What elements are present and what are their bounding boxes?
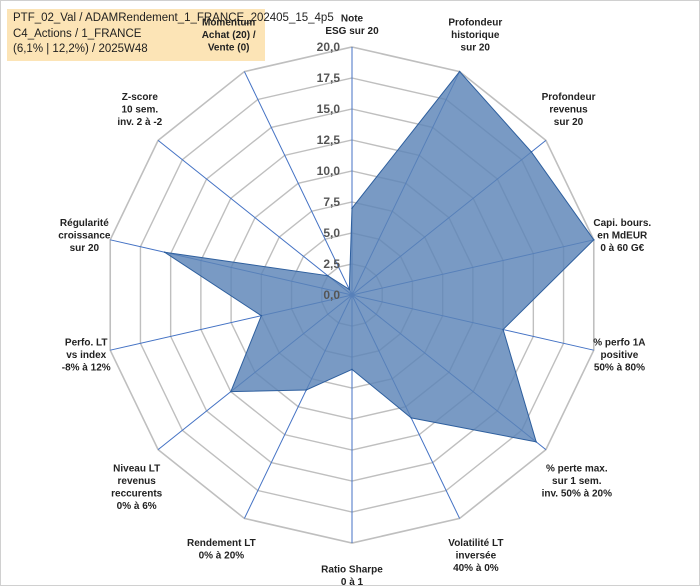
axis-label-line: reccurents: [111, 488, 163, 499]
axis-label-line: 0% à 20%: [199, 550, 245, 561]
tick-label: 0,0: [323, 288, 340, 302]
title-line-1: PTF_02_Val / ADAMRendement_1_FRANCE_2024…: [13, 12, 334, 24]
axis-label-line: Z-score: [122, 92, 159, 103]
axis-label-line: croissance: [58, 230, 111, 241]
data-point: [502, 328, 504, 331]
axis-label: Z-score 10 sem. inv. 2 à -2: [117, 92, 162, 128]
axis-label-line: revenus: [118, 476, 157, 487]
data-point: [458, 70, 461, 73]
axis-label: Niveau LT revenus reccurents 0% à 6%: [111, 463, 163, 512]
data-point: [351, 207, 353, 209]
axis-label: Profondeur historique sur 20: [448, 17, 502, 53]
axis-label-line: 40% à 0%: [453, 563, 499, 574]
tick-label: 5,0: [323, 226, 340, 240]
axis-label-line: Niveau LT: [113, 463, 160, 474]
axis-label-line: Ratio Sharpe: [321, 564, 383, 575]
axis-label-line: Perfo. LT: [65, 337, 108, 348]
axis-label-line: Profondeur: [542, 92, 596, 103]
axis-label: Perfo. LT vs index -8% à 12%: [62, 337, 111, 373]
data-point: [348, 288, 351, 291]
axis-label-line: % perfo 1A: [593, 337, 645, 348]
data-point: [163, 251, 166, 254]
axis-label-line: Momentum: [202, 17, 255, 28]
axis-label-line: Note: [341, 13, 364, 24]
axis-label-line: 0 à 1: [341, 577, 364, 586]
axis-label-line: inversée: [456, 550, 497, 561]
axis-label-line: Vente (0): [208, 42, 250, 53]
axis-label-line: ESG sur 20: [325, 26, 379, 37]
data-point: [326, 274, 329, 277]
axis-label-line: revenus: [549, 104, 588, 115]
data-point: [530, 151, 533, 153]
axis-label-line: sur 20: [461, 42, 491, 53]
axis-label-line: positive: [600, 350, 638, 361]
axis-label: Profondeur revenus sur 20: [542, 92, 596, 128]
axis-label: Ratio Sharpe 0 à 1: [321, 564, 383, 586]
axis-label-line: vs index: [66, 350, 106, 361]
tick-label: 20,0: [317, 40, 341, 54]
axis-label-line: sur 20: [554, 117, 584, 128]
axis-label-line: Achat (20) /: [202, 30, 256, 41]
tick-label: 10,0: [317, 164, 341, 178]
axis-label: % perte max. sur 1 sem. inv. 50% à 20%: [542, 463, 613, 499]
chart-title-box: PTF_02_Val / ADAMRendement_1_FRANCE_2024…: [7, 9, 334, 61]
axis-label: Note ESG sur 20: [325, 13, 379, 37]
axis-label-line: Capi. bours.: [593, 218, 651, 229]
tick-label: 7,5: [323, 195, 340, 209]
data-point: [351, 368, 353, 371]
axis-label-line: -8% à 12%: [62, 362, 111, 373]
axis-label: Rendement LT 0% à 20%: [187, 538, 256, 562]
axis-label-line: % perte max.: [546, 463, 608, 474]
axis-label-line: 50% à 80%: [594, 362, 645, 373]
axis-label: Volatilité LT inversée 40% à 0%: [448, 538, 503, 574]
axis-label: Momentum Achat (20) / Vente (0): [202, 17, 256, 53]
axis-label: Capi. bours. en MdEUR 0 à 60 G€: [593, 218, 651, 254]
data-point: [260, 314, 263, 317]
tick-label: 15,0: [317, 102, 341, 116]
axis-label-line: historique: [451, 30, 500, 41]
axis-label: Régularité croissance sur 20: [58, 218, 111, 254]
data-point: [592, 239, 595, 241]
axis-label-line: 0% à 6%: [117, 501, 157, 512]
data-point: [410, 417, 412, 419]
data-point: [535, 441, 537, 443]
tick-label: 2,5: [323, 257, 340, 271]
data-point: [230, 390, 232, 393]
axis-label: % perfo 1A positive 50% à 80%: [593, 337, 645, 373]
title-line-2: C4_Actions / 1_FRANCE: [13, 27, 142, 40]
axis-label-line: inv. 2 à -2: [117, 117, 162, 128]
axis-label-line: inv. 50% à 20%: [542, 488, 613, 499]
axis-label-line: 10 sem.: [121, 104, 158, 115]
axis-label-line: Régularité: [60, 218, 109, 229]
axis-label-line: sur 20: [70, 243, 100, 254]
axis-label-line: sur 1 sem.: [552, 476, 602, 487]
axis-label-line: Rendement LT: [187, 538, 256, 549]
axis-label-line: Profondeur: [448, 17, 502, 28]
axis-label-line: Volatilité LT: [448, 538, 503, 549]
axis-spoke: [243, 71, 353, 296]
axis-label-line: 0 à 60 G€: [600, 243, 644, 254]
tick-label: 12,5: [317, 133, 341, 147]
data-point: [305, 389, 308, 391]
axis-label-line: en MdEUR: [597, 230, 648, 241]
axis-spoke: [157, 139, 353, 296]
title-line-3: (6,1% | 12,2%) / 2025W48: [13, 43, 148, 55]
tick-label: 17,5: [317, 71, 341, 85]
